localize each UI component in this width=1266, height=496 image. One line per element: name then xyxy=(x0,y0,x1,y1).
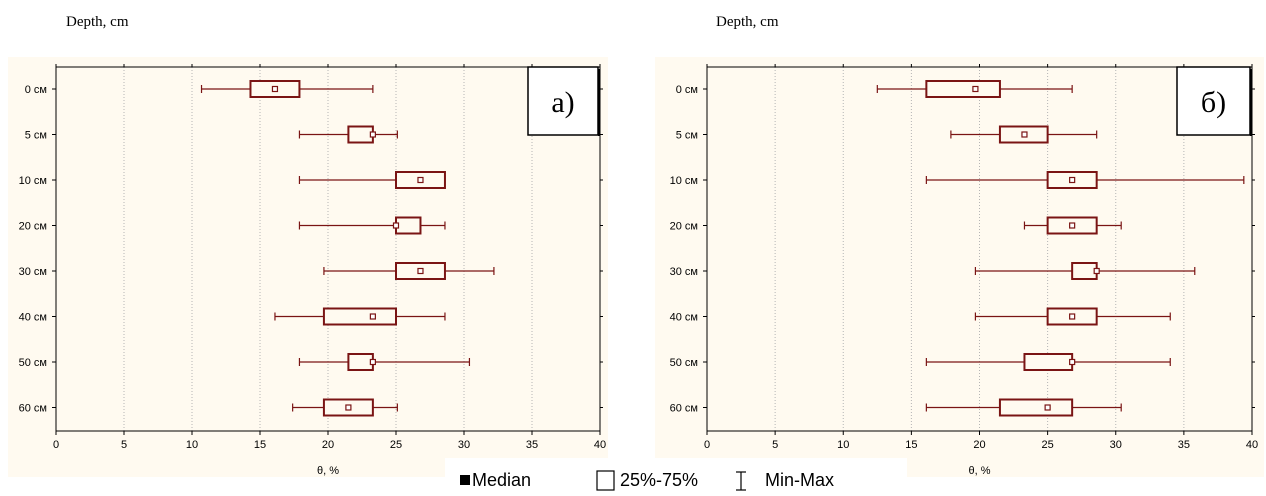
median-marker xyxy=(1093,267,1100,275)
iqr-box xyxy=(347,353,374,371)
legend-background xyxy=(445,458,907,496)
median-marker xyxy=(1069,358,1076,366)
x-tick-label: 0 xyxy=(53,439,59,451)
x-axis-label-a: θ, % xyxy=(317,465,339,477)
plot-area-a: 0 5 10 15 20 25 30 35 40 θ, % 0 см 5 см 10 см 20 см 30… xyxy=(19,64,606,477)
category-label: 5 см xyxy=(676,130,698,142)
legend-box-label: 25%-75% xyxy=(620,470,698,490)
box-legend-icon xyxy=(596,470,615,491)
category-label: 10 см xyxy=(19,175,47,187)
iqr-box xyxy=(322,307,398,326)
x-tick-label: 0 xyxy=(704,439,710,451)
whisker-legend-icon xyxy=(736,471,746,491)
category-label: 20 см xyxy=(670,221,698,233)
x-tick-label: 10 xyxy=(186,439,198,451)
category-label: 50 см xyxy=(670,357,698,369)
median-marker xyxy=(369,131,376,138)
median-legend-icon xyxy=(460,475,470,485)
median-marker xyxy=(417,267,424,275)
y-axis-title-a: Depth, cm xyxy=(66,14,129,30)
panel-label-box-a xyxy=(527,66,599,136)
category-label: 30 см xyxy=(670,266,698,278)
median-marker xyxy=(417,176,424,184)
x-tick-label: 15 xyxy=(254,439,266,451)
panel-label-a: а) xyxy=(551,86,574,119)
median-marker xyxy=(369,313,376,320)
y-axis-title-b: Depth, cm xyxy=(716,14,779,30)
iqr-box xyxy=(998,398,1074,417)
median-marker xyxy=(1069,176,1076,184)
x-tick-label: 30 xyxy=(1110,439,1122,451)
category-label: 0 см xyxy=(25,84,47,96)
iqr-box xyxy=(347,125,374,144)
category-label: 0 см xyxy=(676,84,698,96)
median-marker xyxy=(972,85,979,93)
category-label: 30 см xyxy=(19,266,47,278)
iqr-box xyxy=(925,80,1001,98)
category-label: 40 см xyxy=(19,312,47,324)
category-label: 10 см xyxy=(670,175,698,187)
median-marker xyxy=(1069,222,1076,229)
iqr-box xyxy=(1023,353,1074,371)
x-tick-label: 10 xyxy=(837,439,849,451)
median-marker xyxy=(369,358,376,366)
legend: Median 25%-75% Min-Max xyxy=(445,458,907,496)
x-tick-label: 40 xyxy=(1246,439,1258,451)
x-tick-label: 20 xyxy=(322,439,334,451)
x-tick-label: 5 xyxy=(772,439,778,451)
x-tick-label: 5 xyxy=(121,439,127,451)
x-axis-label-b: θ, % xyxy=(968,465,990,477)
legend-median-label: Median xyxy=(472,470,531,490)
category-label: 60 см xyxy=(670,403,698,415)
legend-whisker-label: Min-Max xyxy=(765,470,834,490)
panel-b-background xyxy=(655,57,1264,477)
x-tick-label: 20 xyxy=(973,439,985,451)
median-marker xyxy=(345,404,352,411)
category-label: 40 см xyxy=(670,312,698,324)
median-marker xyxy=(1069,313,1076,320)
x-tick-label: 35 xyxy=(526,439,538,451)
panel-a-background xyxy=(8,57,608,477)
median-marker xyxy=(1021,131,1028,138)
plot-area-b: 0 5 10 15 20 25 30 35 40 θ, % 0 см 5 см 10 см 20 см 30… xyxy=(670,64,1258,477)
x-tick-label: 25 xyxy=(390,439,402,451)
x-tick-label: 25 xyxy=(1042,439,1054,451)
x-tick-label: 30 xyxy=(458,439,470,451)
x-tick-label: 15 xyxy=(905,439,917,451)
category-label: 60 см xyxy=(19,403,47,415)
median-marker xyxy=(392,222,400,229)
iqr-box xyxy=(1071,262,1098,280)
panel-label-b: б) xyxy=(1201,86,1226,119)
median-marker xyxy=(1044,404,1051,411)
iqr-box xyxy=(395,216,422,235)
category-label: 5 см xyxy=(25,130,47,142)
x-tick-label: 35 xyxy=(1178,439,1190,451)
category-label: 50 см xyxy=(19,357,47,369)
panel-label-box-b xyxy=(1176,66,1251,136)
category-label: 20 см xyxy=(19,221,47,233)
median-marker xyxy=(271,85,279,93)
x-tick-label: 40 xyxy=(594,439,606,451)
